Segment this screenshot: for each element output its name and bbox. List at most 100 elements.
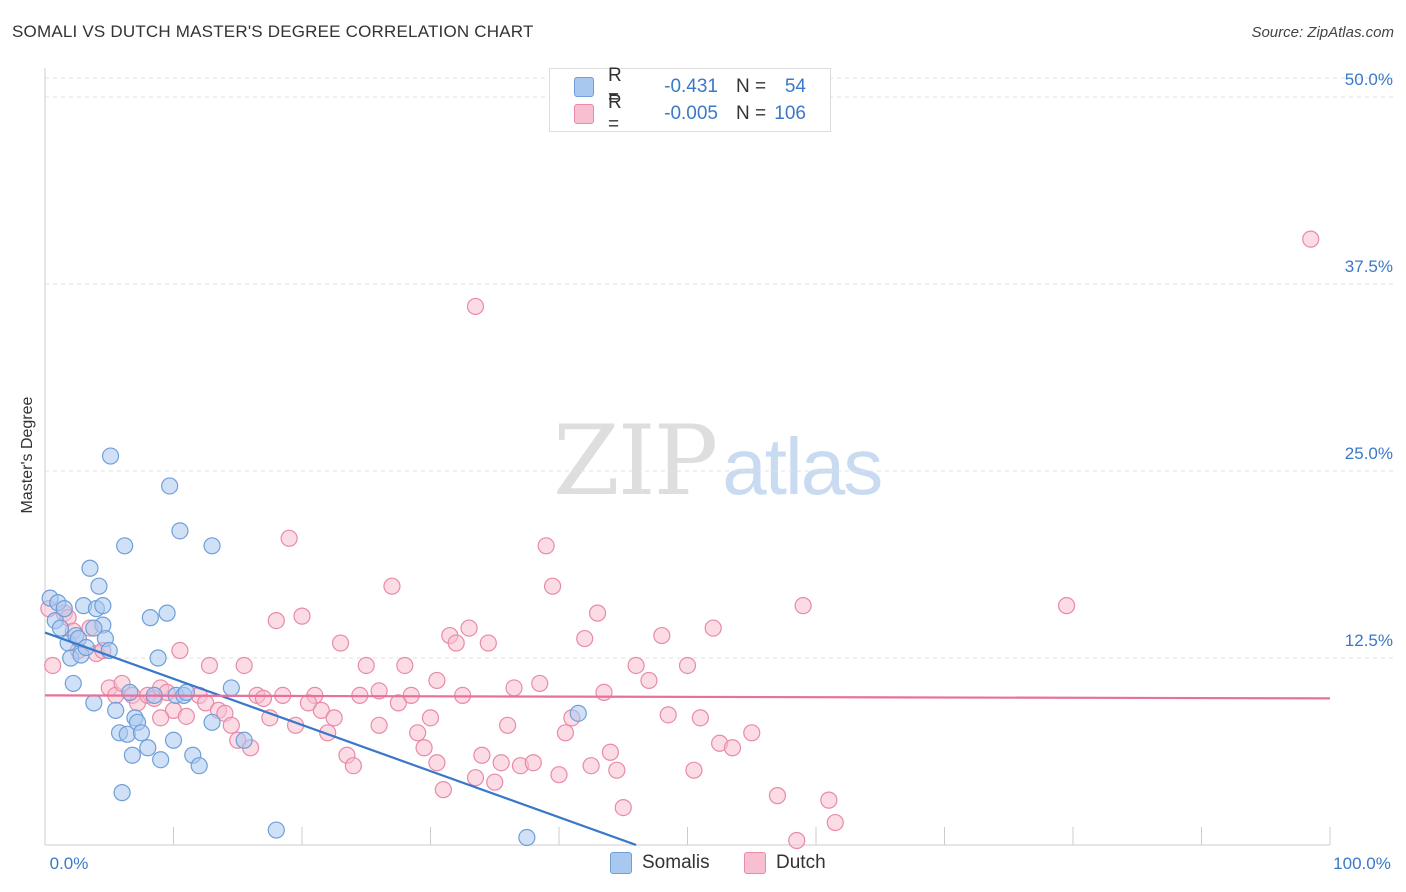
dutch-point — [177, 707, 195, 725]
somalis-point — [116, 537, 134, 555]
legend-row-somalis: R = -0.431 N = 54 — [574, 65, 806, 108]
watermark-atlas: atlas — [722, 422, 883, 511]
dutch-point — [588, 604, 607, 622]
dutch-point — [486, 773, 504, 791]
somalis-point — [101, 447, 120, 465]
dutch-point — [415, 739, 433, 757]
somalis-point — [132, 724, 150, 742]
dutch-point — [627, 656, 645, 675]
dutch-point — [200, 656, 219, 675]
dutch-point — [421, 709, 440, 727]
dutch-point — [331, 634, 350, 652]
x-tick-label-max: 100.0% — [1333, 854, 1391, 873]
dutch-point — [428, 671, 446, 690]
y-tick-label: 37.5% — [1345, 257, 1393, 276]
dutch-point — [492, 754, 510, 772]
y-tick-label: 12.5% — [1345, 631, 1393, 650]
somalis-point — [267, 821, 285, 839]
series-legend-dutch[interactable]: Dutch — [744, 852, 826, 874]
series-legend-somalis[interactable]: Somalis — [610, 852, 710, 874]
series-legend: Somalis Dutch — [0, 852, 1406, 878]
series-label-somalis: Somalis — [642, 852, 710, 873]
dutch-trend-line — [44, 694, 1331, 700]
dutch-point — [768, 787, 787, 805]
series-label-dutch: Dutch — [776, 852, 826, 873]
dutch-point — [466, 297, 485, 316]
dutch-point — [312, 701, 330, 719]
dutch-point — [678, 656, 697, 675]
somalis-point — [161, 477, 179, 495]
dutch-point — [319, 724, 337, 742]
dutch-point — [1057, 597, 1076, 615]
dutch-point — [293, 607, 311, 625]
somalis-point — [123, 746, 141, 764]
dutch-point — [434, 781, 452, 799]
dutch-point — [794, 597, 812, 615]
dutch-point — [743, 724, 761, 742]
legend-swatch-somalis — [574, 77, 594, 97]
dutch-point — [479, 634, 497, 652]
somalis-point — [121, 683, 139, 702]
somalis-point — [94, 597, 112, 615]
dutch-point — [788, 831, 806, 850]
dutch-point — [409, 724, 427, 742]
somalis-point — [85, 619, 103, 637]
dutch-point — [543, 577, 562, 595]
dutch-point — [640, 671, 658, 690]
dutch-point — [685, 761, 703, 779]
dutch-point — [152, 709, 170, 727]
dutch-point — [550, 766, 568, 784]
legend-row-dutch: R = -0.005 N = 106 — [574, 92, 806, 135]
dutch-point — [428, 754, 446, 772]
source-label: Source: ZipAtlas.com — [1251, 24, 1394, 41]
dutch-point — [254, 689, 273, 707]
dutch-points — [40, 230, 1320, 850]
series-swatch-dutch — [744, 852, 766, 874]
dutch-point — [280, 529, 298, 547]
somalis-point — [203, 713, 221, 731]
dutch-point — [466, 769, 485, 787]
dutch-point — [389, 694, 407, 712]
dutch-point — [537, 537, 555, 555]
dutch-point — [1302, 230, 1320, 248]
somalis-point — [90, 577, 108, 595]
dutch-point — [659, 706, 677, 724]
somalis-trend-line — [44, 631, 637, 847]
legend-r-value: -0.005 — [664, 103, 718, 124]
somalis-point — [177, 683, 195, 702]
axes — [44, 68, 1331, 846]
dutch-point — [691, 709, 709, 727]
somalis-point — [235, 731, 253, 749]
legend-n-label: N = — [736, 103, 767, 124]
somalis-point — [518, 828, 536, 847]
somalis-point — [113, 784, 131, 802]
dutch-point — [370, 682, 388, 700]
legend-n-label: N = — [736, 76, 767, 97]
dutch-point — [582, 757, 600, 775]
series-swatch-somalis — [610, 852, 632, 874]
dutch-point — [723, 739, 742, 757]
dutch-point — [344, 757, 362, 775]
somalis-point — [569, 704, 587, 722]
legend-r-label: R = — [608, 92, 622, 135]
grid — [45, 77, 1395, 659]
dutch-point — [826, 813, 844, 832]
watermark-zip: ZIP — [553, 405, 718, 517]
legend-n-value: 54 — [784, 76, 806, 97]
legend-n-value: 106 — [774, 103, 806, 124]
somalis-point — [107, 701, 125, 719]
dutch-point — [653, 626, 671, 645]
dutch-point — [299, 694, 318, 712]
legend-r-value: -0.431 — [664, 76, 718, 97]
somalis-point — [81, 559, 99, 577]
somalis-point — [222, 679, 240, 697]
somalis-point — [139, 739, 157, 757]
legend-r-label: R = — [608, 65, 622, 108]
dutch-point — [505, 679, 523, 697]
dutch-point — [44, 656, 62, 675]
legend-swatch-dutch — [574, 104, 594, 124]
x-tick-label-min: 0.0% — [50, 854, 89, 873]
dutch-point — [614, 798, 632, 817]
dutch-point — [447, 634, 465, 652]
